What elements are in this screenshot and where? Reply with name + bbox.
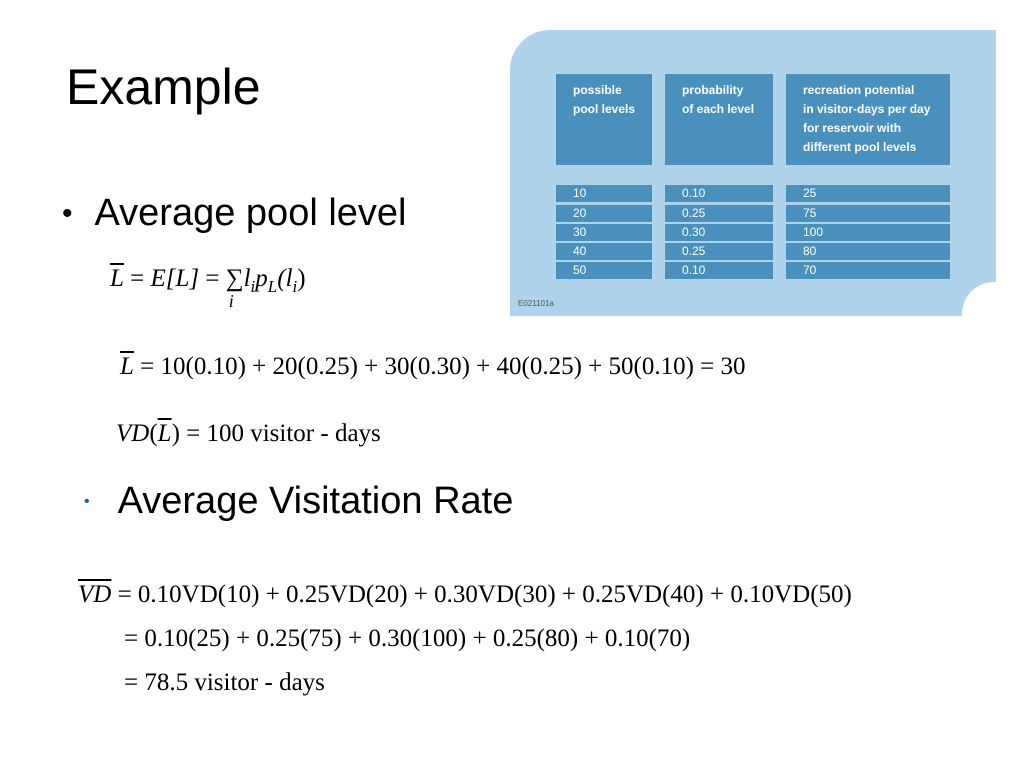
bullet-average-pool-level: • Average pool level xyxy=(62,192,406,235)
equation-pool-level-calculation: L = 10(0.10) + 20(0.25) + 30(0.30) + 40(… xyxy=(120,353,746,380)
panel-corner-cutout xyxy=(962,282,996,316)
equation-average-visitation-result: = 78.5 visitor - days xyxy=(124,669,325,696)
bullet-average-visitation-rate: • Average Visitation Rate xyxy=(84,480,513,523)
equation-average-visitation-expansion: VD = 0.10VD(10) + 0.25VD(20) + 0.30VD(30… xyxy=(78,581,852,608)
pool-level-table-figure: possible pool levels probability of each l… xyxy=(510,30,996,316)
table-header-probability: probability of each level xyxy=(665,74,773,165)
equation-average-visitation-values: = 0.10(25) + 0.25(75) + 0.30(100) + 0.25… xyxy=(124,625,691,652)
slide-title: Example xyxy=(66,59,261,115)
figure-code: E021101a xyxy=(518,299,554,308)
bullet-dot: • xyxy=(62,196,73,230)
bullet-dot: • xyxy=(84,492,90,510)
table-header-pool-levels: possible pool levels xyxy=(556,74,652,165)
table-header-recreation-potential: recreation potential in visitor-days per … xyxy=(786,74,950,165)
bullet-text: Average Visitation Rate xyxy=(117,480,514,522)
equation-vd-of-average-level: VD(L) = 100 visitor - days xyxy=(116,420,381,447)
bullet-text: Average pool level xyxy=(94,192,407,234)
equation-expected-pool-level: L = E[L] = ∑ i lipL(li) xyxy=(110,265,306,311)
